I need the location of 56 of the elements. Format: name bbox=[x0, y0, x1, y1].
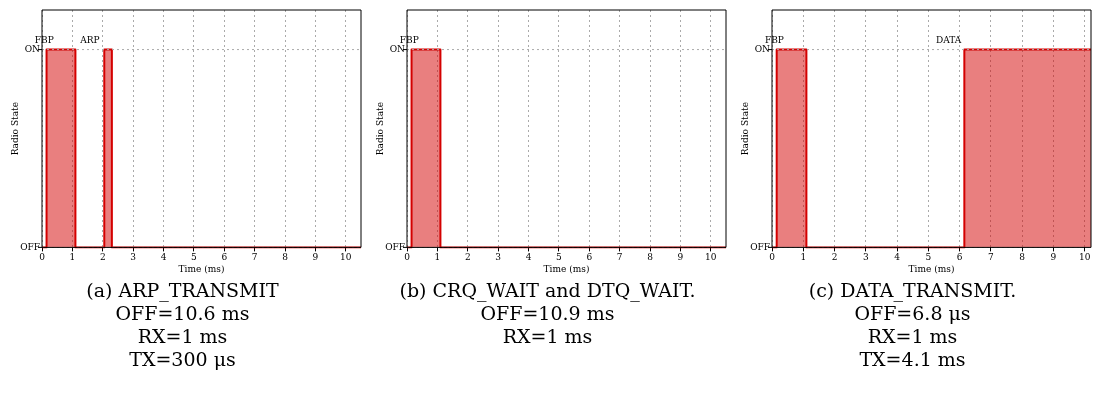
x-tick-label: 8 bbox=[647, 252, 654, 263]
x-tick-label: 2 bbox=[464, 252, 471, 263]
x-tick-label: 7 bbox=[988, 252, 995, 263]
x-tick-label: 10 bbox=[340, 252, 352, 263]
x-tick-label: 3 bbox=[130, 252, 137, 263]
x-tick-label: 2 bbox=[831, 252, 838, 263]
x-tick-label: 4 bbox=[894, 252, 901, 263]
text: OFF=10.9 ms RX=1 ms bbox=[479, 302, 616, 348]
x-tick-label: 0 bbox=[404, 252, 411, 263]
x-tick-label: 3 bbox=[862, 252, 869, 263]
x-axis-title: Time (ms) bbox=[543, 263, 590, 274]
x-tick-label: 6 bbox=[956, 252, 963, 263]
text: (b) CRQ_WAIT and DTQ_WAIT. bbox=[399, 279, 696, 302]
text: FBP bbox=[764, 35, 784, 46]
x-tick-label: 6 bbox=[586, 252, 593, 263]
text: OFF=10.6 ms RX=1 ms TX=300 μs bbox=[114, 302, 251, 371]
x-tick-label: 9 bbox=[312, 252, 319, 263]
text: (a) ARP_TRANSMIT bbox=[86, 279, 279, 302]
text: FBP bbox=[34, 35, 54, 46]
x-tick-label: 10 bbox=[705, 252, 717, 263]
x-tick-label: 8 bbox=[282, 252, 289, 263]
x-tick-label: 5 bbox=[191, 252, 198, 263]
x-tick-label: 7 bbox=[616, 252, 623, 263]
y-axis-title: Radio State bbox=[10, 102, 21, 156]
x-axis-title: Time (ms) bbox=[178, 263, 225, 274]
text: OFF=6.8 μs RX=1 ms TX=4.1 ms bbox=[853, 302, 972, 371]
x-tick-label: 5 bbox=[925, 252, 932, 263]
ref-line-label: ON bbox=[754, 43, 771, 54]
text: ARP bbox=[79, 35, 100, 46]
x-tick-label: 2 bbox=[99, 252, 106, 263]
ref-line-label: ON bbox=[389, 43, 406, 54]
x-tick-label: 5 bbox=[556, 252, 563, 263]
ref-line-label: OFF bbox=[20, 241, 40, 252]
x-tick-label: 1 bbox=[69, 252, 76, 263]
ref-line-label: ON bbox=[24, 43, 41, 54]
x-tick-label: 8 bbox=[1019, 252, 1026, 263]
x-axis-title: Time (ms) bbox=[908, 263, 955, 274]
x-tick-label: 1 bbox=[434, 252, 441, 263]
x-tick-label: 7 bbox=[251, 252, 258, 263]
ref-line-label: OFF bbox=[750, 241, 770, 252]
x-tick-label: 3 bbox=[495, 252, 502, 263]
y-axis-title: Radio State bbox=[375, 102, 386, 156]
x-tick-label: 6 bbox=[221, 252, 228, 263]
y-axis-title: Radio State bbox=[740, 102, 751, 156]
ref-line-label: OFF bbox=[385, 241, 405, 252]
text: (c) DATA_TRANSMIT. bbox=[808, 279, 1017, 302]
x-tick-label: 4 bbox=[160, 252, 167, 263]
text: FBP bbox=[399, 35, 419, 46]
x-tick-label: 10 bbox=[1079, 252, 1091, 263]
x-tick-label: 9 bbox=[1050, 252, 1057, 263]
x-tick-label: 1 bbox=[800, 252, 807, 263]
x-tick-label: 0 bbox=[769, 252, 776, 263]
text: DATA bbox=[936, 35, 962, 46]
x-tick-label: 0 bbox=[39, 252, 46, 263]
x-tick-label: 9 bbox=[677, 252, 684, 263]
x-tick-label: 4 bbox=[525, 252, 532, 263]
